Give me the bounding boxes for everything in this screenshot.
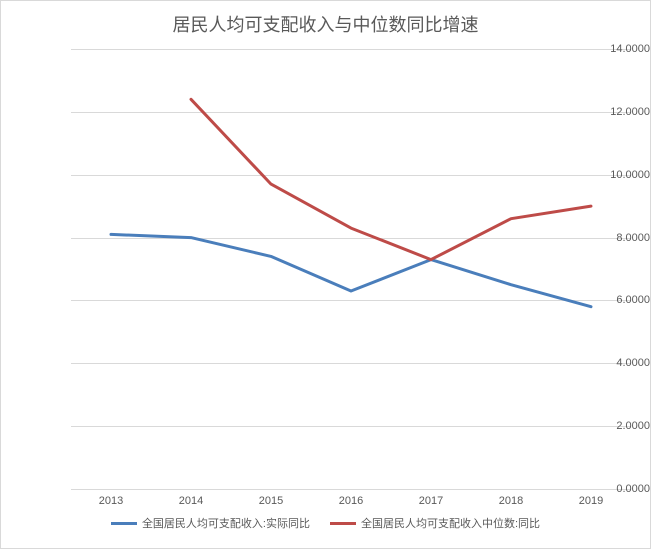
x-tick-label: 2014: [179, 495, 203, 507]
legend-label: 全国居民人均可支配收入:实际同比: [142, 515, 310, 531]
series-line: [191, 99, 591, 259]
y-tick-label: 4.0000: [588, 357, 650, 369]
legend-item: 全国居民人均可支配收入中位数:同比: [330, 515, 540, 531]
x-tick-label: 2018: [499, 495, 523, 507]
chart-title: 居民人均可支配收入与中位数同比增速: [1, 1, 650, 37]
y-tick-label: 14.0000: [588, 43, 650, 55]
x-tick-label: 2015: [259, 495, 283, 507]
series-svg: [71, 49, 631, 489]
y-tick-label: 8.0000: [588, 232, 650, 244]
legend-swatch: [111, 522, 137, 525]
series-line: [111, 234, 591, 306]
legend-label: 全国居民人均可支配收入中位数:同比: [361, 515, 540, 531]
plot-area: [71, 49, 631, 489]
y-tick-label: 0.0000: [588, 483, 650, 495]
y-tick-label: 10.0000: [588, 169, 650, 181]
y-tick-label: 12.0000: [588, 106, 650, 118]
x-tick-label: 2013: [99, 495, 123, 507]
legend-item: 全国居民人均可支配收入:实际同比: [111, 515, 310, 531]
x-tick-label: 2019: [579, 495, 603, 507]
x-tick-label: 2017: [419, 495, 443, 507]
x-tick-label: 2016: [339, 495, 363, 507]
y-tick-label: 2.0000: [588, 420, 650, 432]
legend-swatch: [330, 522, 356, 525]
gridline: [71, 489, 631, 490]
legend: 全国居民人均可支配收入:实际同比 全国居民人均可支配收入中位数:同比: [1, 515, 650, 531]
chart-container: 居民人均可支配收入与中位数同比增速 全国居民人均可支配收入:实际同比全国居民人均…: [0, 0, 651, 549]
y-tick-label: 6.0000: [588, 294, 650, 306]
